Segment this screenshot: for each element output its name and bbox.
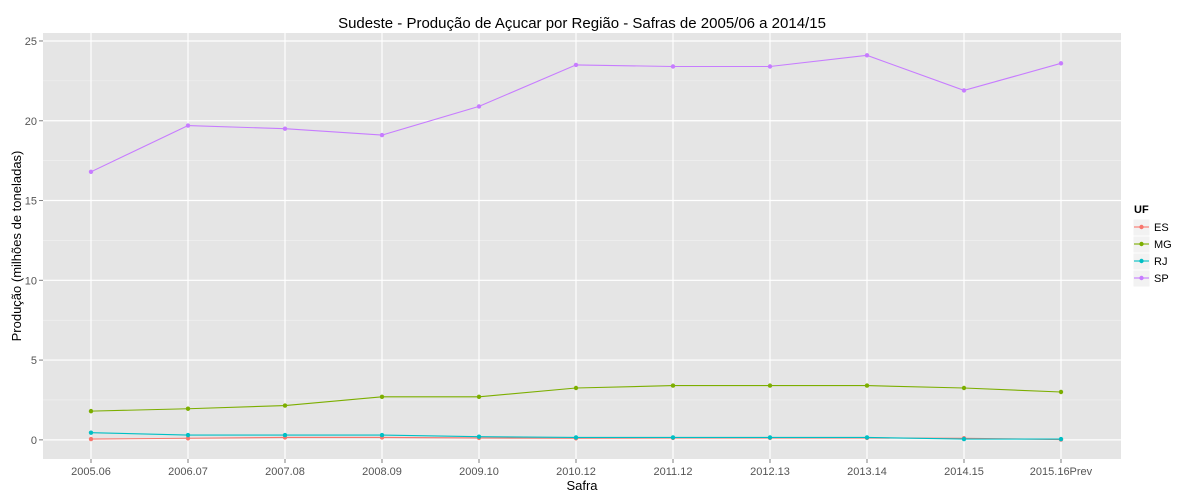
y-tick-label: 5	[31, 355, 37, 367]
plot-panel	[43, 33, 1121, 459]
data-point	[185, 406, 191, 411]
legend-label: ES	[1154, 222, 1169, 234]
legend-items: ES MG RJ SP	[1132, 218, 1172, 288]
x-tick-label: 2014.15	[944, 466, 984, 478]
data-point	[88, 430, 94, 435]
x-tick-label: 2011.12	[654, 466, 693, 478]
data-point	[670, 383, 676, 388]
chart-title: Sudeste - Produção de Açucar por Região …	[338, 15, 826, 32]
data-point	[476, 394, 482, 399]
data-point	[185, 432, 191, 438]
x-tick-label: 2015.16Prev	[1030, 466, 1093, 478]
data-point	[88, 436, 94, 442]
x-tick-label: 2012.13	[750, 466, 790, 478]
data-point	[573, 385, 579, 391]
x-tick-label: 2010.12	[556, 466, 596, 478]
data-point	[379, 394, 385, 399]
data-point	[670, 435, 676, 440]
data-point	[476, 104, 482, 109]
data-point	[88, 169, 94, 175]
y-tick-label: 20	[25, 116, 37, 128]
x-tick-label: 2013.14	[847, 466, 887, 478]
legend-title: UF	[1134, 204, 1149, 216]
data-point	[767, 64, 773, 69]
y-axis-label: Produção (milhões de toneladas)	[9, 151, 24, 342]
series-rj	[88, 430, 1064, 442]
legend: UF ES MG RJ SP	[1132, 204, 1172, 288]
data-point	[864, 435, 870, 440]
legend-key-point	[1139, 241, 1144, 247]
series-sp	[88, 53, 1064, 175]
legend-key-point	[1139, 275, 1144, 281]
x-axis-label: Safra	[566, 478, 598, 493]
data-point	[282, 126, 288, 131]
legend-label: MG	[1154, 239, 1172, 251]
data-point	[864, 53, 870, 58]
x-tick-label: 2006.07	[168, 466, 208, 478]
legend-label: SP	[1154, 273, 1169, 285]
x-tick-label: 2007.08	[265, 466, 305, 478]
data-point	[282, 403, 288, 408]
x-tick-label: 2009.10	[459, 466, 499, 478]
series-mg	[88, 383, 1064, 414]
grid-lines	[43, 33, 1121, 459]
y-tick-label: 10	[25, 275, 37, 287]
legend-label: RJ	[1154, 256, 1167, 268]
data-point	[767, 435, 773, 440]
data-point	[379, 132, 385, 138]
data-point	[961, 385, 967, 391]
x-tick-label: 2005.06	[71, 466, 111, 478]
data-point	[185, 436, 191, 441]
data-point	[1058, 61, 1064, 66]
data-point	[379, 432, 385, 438]
y-axis-ticks: 0 5 10 15 20 25	[25, 36, 43, 447]
legend-item-rj: RJ	[1132, 252, 1167, 271]
data-point	[88, 408, 94, 414]
legend-key-point	[1139, 224, 1144, 230]
data-point	[185, 123, 191, 128]
data-point	[961, 88, 967, 93]
x-axis-ticks: 2005.06 2006.07 2007.08 2008.09 2009.10 2010.…	[71, 459, 1093, 478]
data-point	[767, 383, 773, 388]
series-layer	[88, 53, 1064, 442]
y-tick-label: 0	[31, 435, 37, 447]
data-point	[961, 436, 967, 442]
data-point	[1058, 389, 1064, 395]
data-point	[670, 64, 676, 69]
data-point	[282, 432, 288, 438]
y-tick-label: 25	[25, 36, 37, 48]
y-tick-label: 15	[25, 196, 37, 208]
data-point	[573, 62, 579, 68]
legend-key-point	[1139, 258, 1144, 264]
x-tick-label: 2008.09	[362, 466, 402, 478]
data-point	[573, 435, 579, 440]
legend-item-mg: MG	[1132, 235, 1172, 254]
legend-item-sp: SP	[1132, 269, 1169, 288]
legend-item-es: ES	[1132, 218, 1169, 237]
data-point	[476, 434, 482, 439]
data-point	[864, 383, 870, 388]
data-point	[1058, 436, 1064, 442]
